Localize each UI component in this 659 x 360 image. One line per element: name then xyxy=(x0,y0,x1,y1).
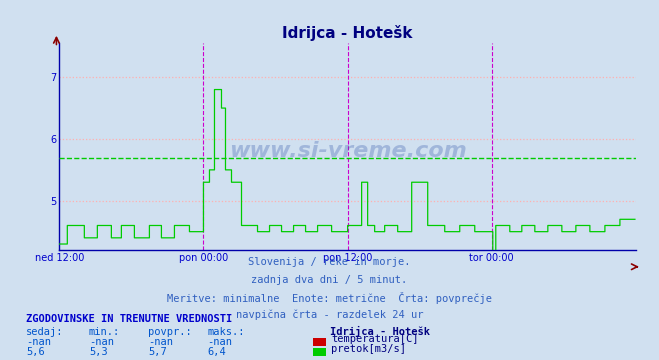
Text: Slovenija / reke in morje.: Slovenija / reke in morje. xyxy=(248,257,411,267)
Text: 5,6: 5,6 xyxy=(26,347,45,357)
Text: -nan: -nan xyxy=(208,337,233,347)
Text: Meritve: minimalne  Enote: metrične  Črta: povprečje: Meritve: minimalne Enote: metrične Črta:… xyxy=(167,292,492,304)
Title: Idrijca - Hotešk: Idrijca - Hotešk xyxy=(282,24,413,41)
Text: -nan: -nan xyxy=(26,337,51,347)
Text: povpr.:: povpr.: xyxy=(148,327,192,337)
Text: maks.:: maks.: xyxy=(208,327,245,337)
Text: zadnja dva dni / 5 minut.: zadnja dva dni / 5 minut. xyxy=(251,275,408,285)
Text: -nan: -nan xyxy=(148,337,173,347)
Text: -nan: -nan xyxy=(89,337,114,347)
Text: Idrijca - Hotešk: Idrijca - Hotešk xyxy=(330,326,430,337)
Text: sedaj:: sedaj: xyxy=(26,327,64,337)
Text: 5,3: 5,3 xyxy=(89,347,107,357)
Text: min.:: min.: xyxy=(89,327,120,337)
Text: temperatura[C]: temperatura[C] xyxy=(331,334,419,345)
Text: 6,4: 6,4 xyxy=(208,347,226,357)
Text: ZGODOVINSKE IN TRENUTNE VREDNOSTI: ZGODOVINSKE IN TRENUTNE VREDNOSTI xyxy=(26,314,233,324)
Text: www.si-vreme.com: www.si-vreme.com xyxy=(229,141,467,161)
Text: 5,7: 5,7 xyxy=(148,347,167,357)
Text: pretok[m3/s]: pretok[m3/s] xyxy=(331,345,407,355)
Text: navpična črta - razdelek 24 ur: navpična črta - razdelek 24 ur xyxy=(236,309,423,320)
